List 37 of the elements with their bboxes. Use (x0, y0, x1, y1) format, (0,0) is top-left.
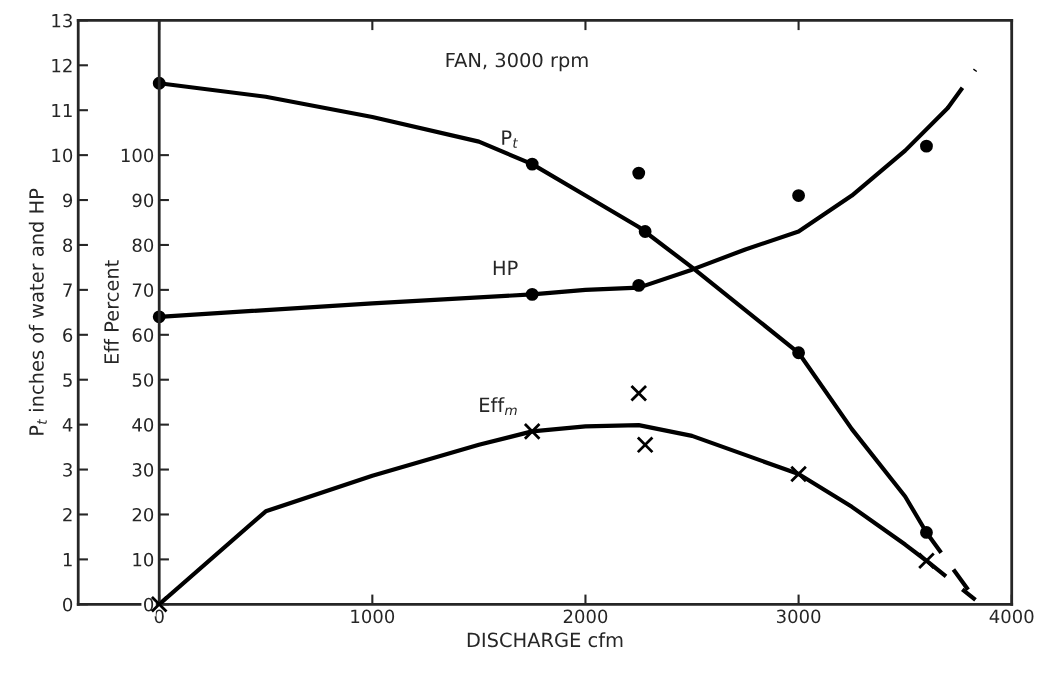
y2-tick-label: 100 (121, 148, 154, 163)
x-axis-title: DISCHARGE cfm (467, 632, 623, 648)
y-tick-label: 1 (63, 553, 72, 567)
y-tick-label: 5 (63, 373, 72, 387)
y-tick-label: 11 (52, 103, 72, 118)
y-tick-label: 3 (63, 463, 72, 477)
y2-tick-label: 90 (132, 193, 154, 208)
series-label: P$_{t}$ (502, 130, 519, 148)
series-label: HP (493, 260, 518, 275)
y-tick-label: 2 (63, 507, 72, 522)
y-tick-label: 0 (63, 597, 73, 612)
y2-tick-label: 50 (132, 373, 154, 387)
y2-tick-label: 0 (144, 597, 154, 612)
x-tick-label: 1000 (351, 609, 395, 624)
y2-tick-label: 20 (132, 507, 154, 522)
y-tick-label: 7 (63, 283, 72, 297)
y2-tick-label: 30 (132, 463, 154, 477)
x-tick-label: 2000 (563, 609, 608, 624)
y-tick-label: 12 (52, 58, 72, 73)
text: FAN, 3000 rpm (446, 52, 588, 72)
y2-tick-label: 60 (132, 328, 154, 342)
y2-tick-label: 70 (132, 283, 154, 297)
x-tick-label: 4000 (989, 609, 1034, 624)
x-tick-label: 0 (154, 609, 164, 624)
y-tick-label: 4 (62, 418, 73, 432)
x-tick-label: 3000 (776, 609, 821, 624)
y-tick-label: 8 (63, 238, 73, 253)
series-label: Eff$_{m}$ (480, 397, 517, 416)
y2-tick-label: 80 (132, 238, 154, 253)
y2-axis-title: Eff Percent (103, 260, 119, 364)
y-tick-label: 13 (52, 13, 72, 28)
y-tick-label: 9 (63, 193, 73, 208)
y-axis-title: P$_{t}$ inches of water and HP (28, 188, 47, 435)
y2-tick-label: 40 (132, 418, 154, 432)
y2-tick-label: 10 (133, 552, 154, 567)
y-tick-label: 10 (52, 148, 73, 163)
y-tick-label: 6 (63, 328, 73, 342)
